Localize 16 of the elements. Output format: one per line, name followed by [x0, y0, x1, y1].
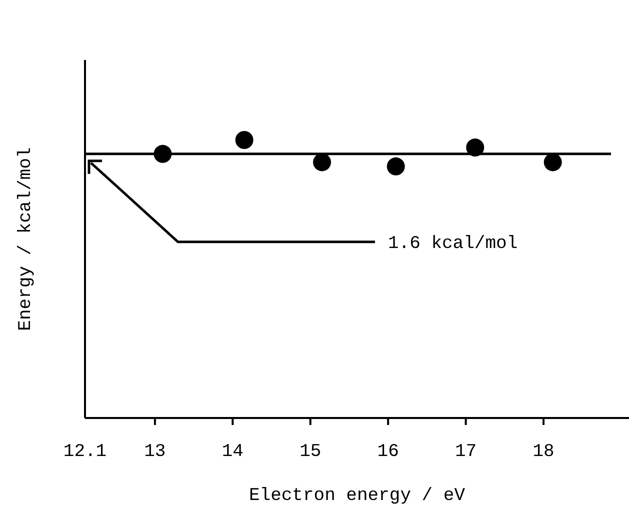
- point: [466, 138, 484, 157]
- x-tick-label: 16: [377, 442, 399, 462]
- x-tick-label: 13: [144, 442, 166, 462]
- y-axis-title: Energy / kcal/mol: [16, 147, 36, 331]
- point: [386, 157, 405, 176]
- point: [235, 131, 254, 149]
- x-tick-label: 17: [454, 442, 477, 462]
- point: [313, 153, 332, 172]
- ref-line-label: 1.6 kcal/mol: [388, 234, 518, 254]
- x-tick-label: 15: [300, 442, 322, 462]
- x-tick-label: 18: [532, 442, 554, 462]
- point: [154, 144, 172, 163]
- x-tick-label: 14: [222, 442, 244, 462]
- x-axis-title: Electron energy / eV: [248, 486, 466, 506]
- x-tick-label: 12.1: [63, 442, 107, 462]
- point: [544, 153, 562, 172]
